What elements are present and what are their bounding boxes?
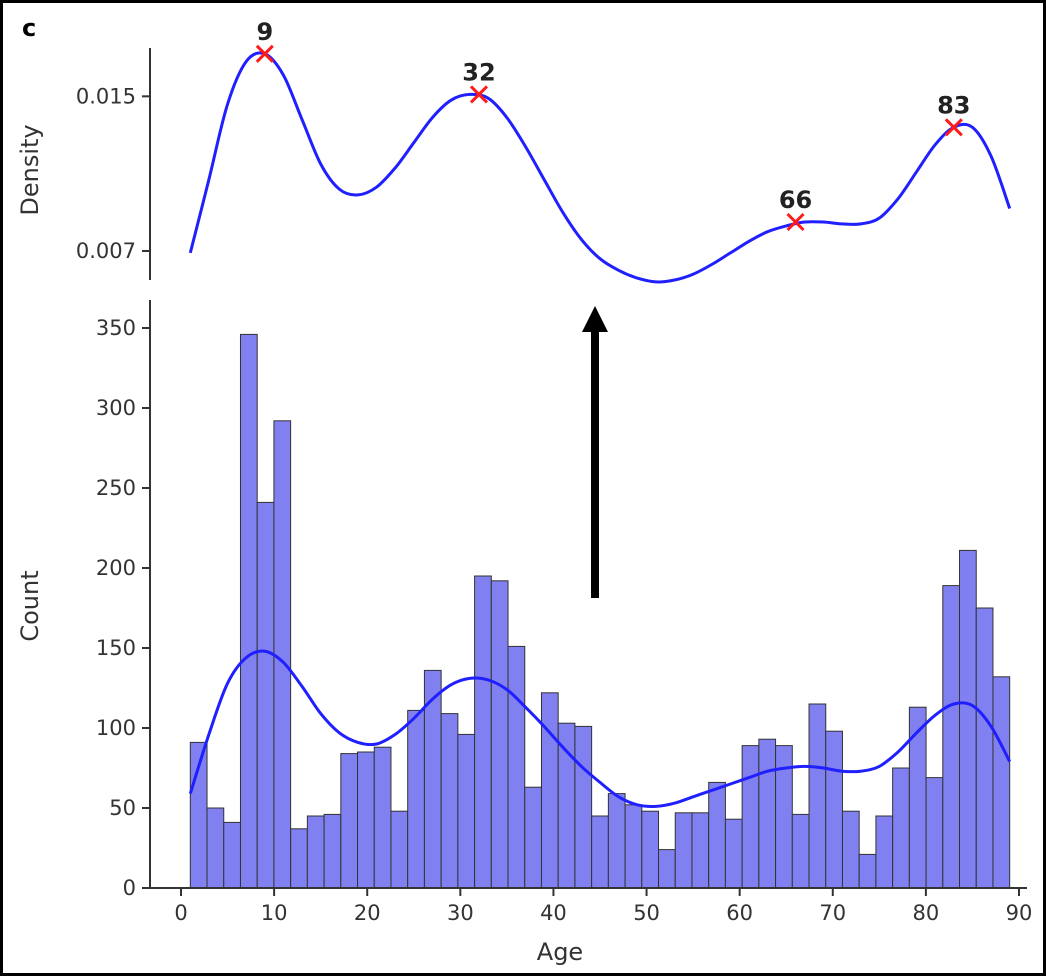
histogram-bar [474,575,492,889]
density-y-ticks: 0.015 0.007 [76,84,150,263]
peak-label: 32 [462,58,495,86]
histogram-bar [624,804,643,889]
histogram-x-tick-label: 70 [819,901,846,925]
histogram-bar [273,420,292,889]
peak-marker [255,44,274,63]
histogram-y-tick-label: 350 [96,316,136,340]
histogram-x-tick-label: 40 [540,901,567,925]
histogram-bar [607,793,626,889]
histogram-bar [540,692,559,889]
histogram-bar [557,722,576,889]
histogram-bar [340,753,359,889]
histogram-bar [306,815,325,889]
histogram-bar [490,580,509,889]
histogram-bar [875,815,894,889]
histogram-bar [574,725,593,889]
histogram-bar [841,810,860,889]
histogram-bar [858,853,877,889]
histogram-bar [959,549,977,889]
density-kde-line [188,51,1012,284]
histogram-bar [457,733,476,889]
histogram-bar [825,730,843,889]
histogram-x-tick-label: 20 [354,901,381,925]
histogram-y-tick-label: 0 [123,876,136,900]
histogram-x-tick-label: 60 [726,901,753,925]
histogram-bar [357,751,375,889]
histogram-bar [440,713,459,889]
histogram-bar [892,767,910,889]
histogram-bar [223,821,241,889]
peak-marker [469,85,489,104]
histogram-bar [256,501,275,889]
peak-label: 66 [779,186,812,214]
density-y-tick-label: 0.015 [76,84,136,108]
histogram-x-axis-title: Age [537,938,583,966]
density-peak-markers: 9 32 66 83 [255,18,971,232]
peak-label: 9 [256,18,273,46]
histogram-bar [908,706,927,889]
histogram-bar [323,813,342,889]
histogram-x-tick-label: 50 [633,901,660,925]
histogram-bar [942,585,961,889]
histogram-bar [407,709,425,889]
histogram-bar [591,815,609,889]
density-y-axis-title: Density [16,124,44,215]
histogram-x-tick-label: 30 [447,901,474,925]
histogram-bar [992,676,1011,889]
histogram-y-ticks: 0 50 100 150 200 250 300 350 [96,316,150,900]
histogram-x-tick-label: 0 [174,901,187,925]
histogram-y-tick-label: 100 [96,716,136,740]
histogram-bar [708,781,726,889]
panel-label: c [22,14,36,42]
histogram-bar [658,849,676,889]
histogram-bar [290,828,308,889]
histogram-bar [206,807,225,889]
histogram-y-tick-label: 50 [109,796,136,820]
histogram-bar [758,738,777,889]
histogram-bar [674,812,693,889]
histogram-y-tick-label: 150 [96,636,136,660]
histogram-bar [808,703,827,889]
histogram-bar [791,813,810,889]
up-arrow [582,306,608,598]
histogram-bar [390,810,409,889]
histogram-y-tick-label: 250 [96,476,136,500]
histogram-bar [524,786,542,889]
histogram-y-tick-label: 300 [96,396,136,420]
histogram-bars [189,333,1011,889]
histogram-bar [925,777,944,889]
histogram-y-tick-label: 200 [96,556,136,580]
peak-label: 83 [937,91,970,119]
histogram-panel: 0 50 100 150 200 250 300 350 0 10 20 30 40 50 60 70 80 9… [16,300,1032,966]
density-y-tick-label: 0.007 [76,239,136,263]
histogram-x-tick-label: 80 [913,901,940,925]
histogram-x-tick-label: 10 [261,901,288,925]
histogram-bar [741,745,760,889]
peak-marker [944,118,963,137]
peak-marker [786,212,805,232]
histogram-x-ticks: 0 10 20 30 40 50 60 70 80 90 [174,888,1032,925]
histogram-kde-line [188,649,1012,809]
histogram-x-tick-label: 90 [1006,901,1033,925]
histogram-bar [691,812,710,889]
density-panel: 0.015 0.007 Density 9 32 66 83 [16,18,1012,284]
histogram-bar [239,333,258,889]
histogram-bar [975,607,994,889]
histogram-y-axis-title: Count [16,570,44,641]
histogram-bar [724,818,743,889]
histogram-bar [641,810,660,889]
histogram-bar [373,746,392,889]
histogram-bar [507,645,526,889]
